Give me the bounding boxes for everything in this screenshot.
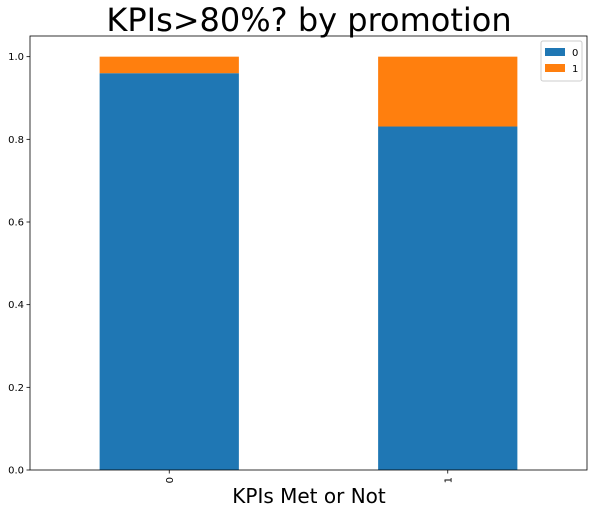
legend: 01	[541, 41, 582, 81]
legend-swatch-1	[545, 64, 565, 72]
legend-swatch-0	[545, 48, 565, 56]
y-tick-label: 0.8	[8, 135, 24, 146]
y-tick-label: 0.4	[8, 300, 24, 311]
x-axis-label: KPIs Met or Not	[232, 484, 386, 508]
x-tick-label: 0	[165, 477, 176, 483]
bar-1-series-0	[378, 127, 517, 470]
bar-0-series-1	[100, 57, 239, 74]
y-tick-label: 0.0	[8, 466, 24, 477]
legend-label-0: 0	[572, 48, 578, 59]
y-tick-label: 0.6	[8, 218, 24, 229]
chart-title: KPIs>80%? by promotion	[106, 1, 511, 39]
y-tick-label: 0.2	[8, 383, 24, 394]
bars-group	[100, 57, 518, 470]
bar-1-series-1	[378, 57, 517, 127]
legend-label-1: 1	[572, 64, 578, 75]
y-tick-label: 1.0	[8, 52, 24, 63]
legend-box	[541, 41, 582, 81]
bar-0-series-0	[100, 73, 239, 470]
x-tick-label: 1	[443, 477, 454, 483]
y-axis: 0.0 0.2 0.4 0.6 0.8 1.0	[8, 52, 30, 476]
